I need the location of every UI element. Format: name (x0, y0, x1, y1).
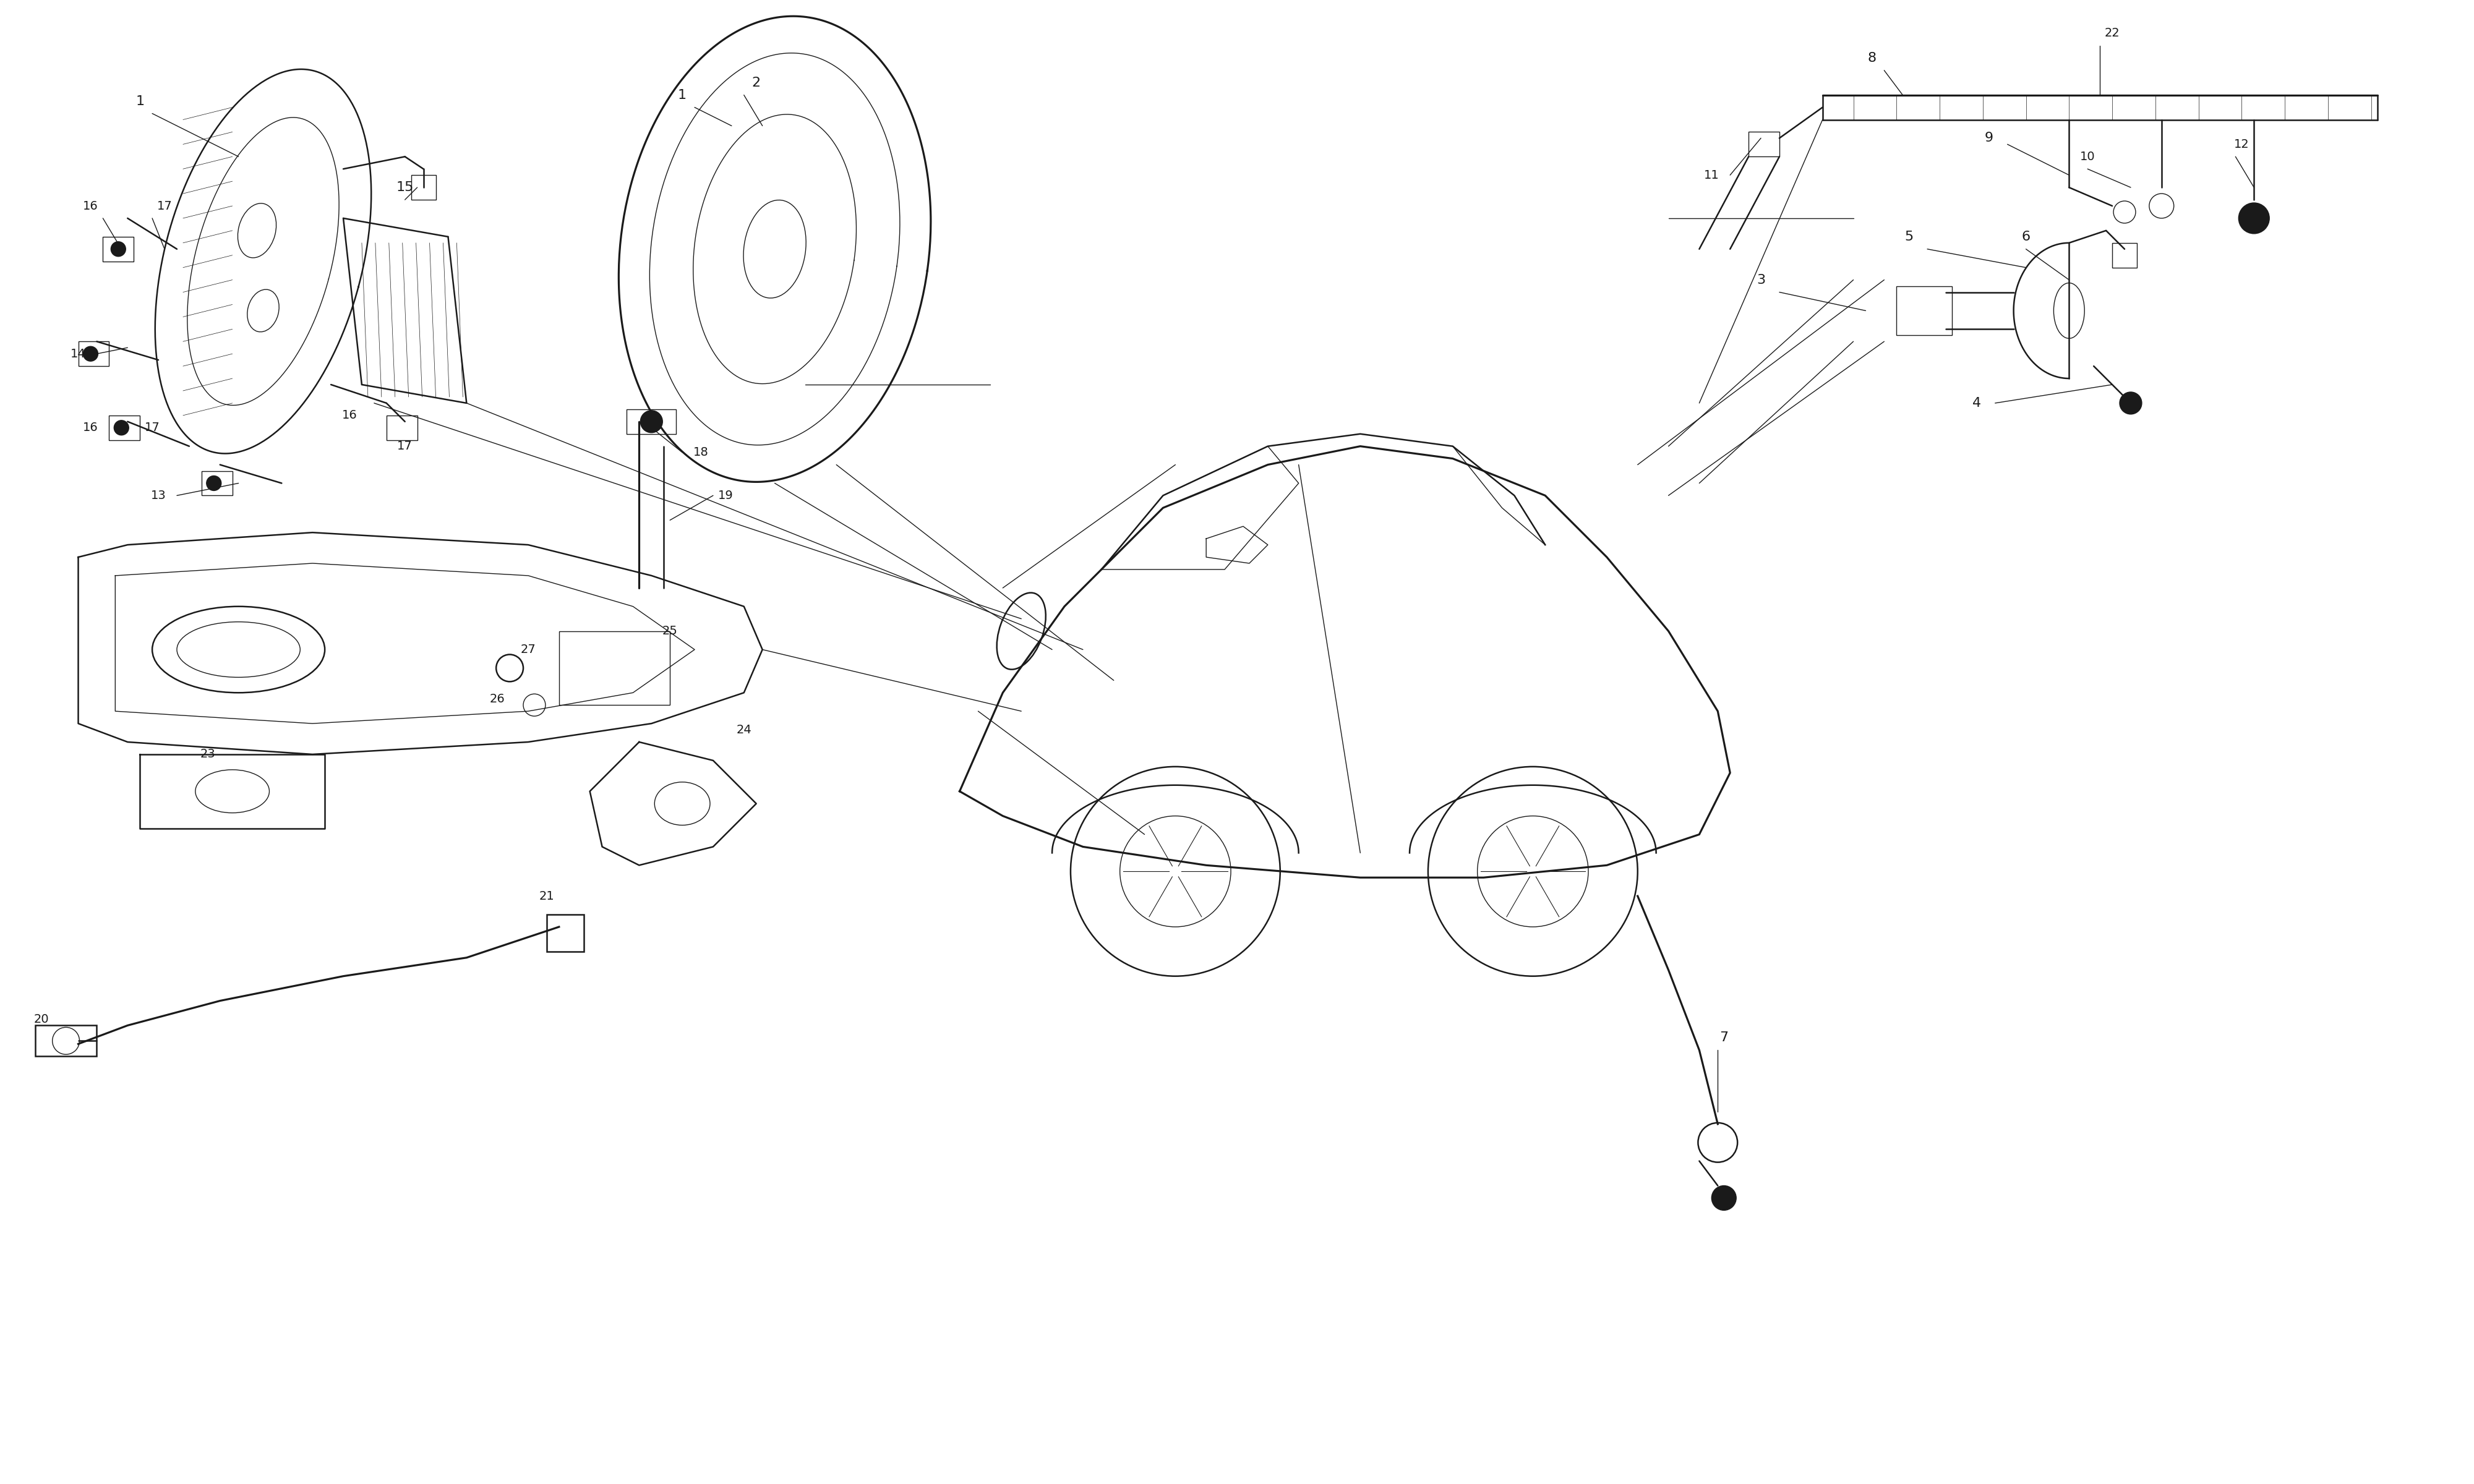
Bar (35, 1025, 96, 1057)
Text: 21: 21 (539, 890, 554, 902)
Bar (386, 416, 418, 441)
Text: 20: 20 (35, 1014, 49, 1025)
Text: 6: 6 (2021, 230, 2031, 243)
Circle shape (114, 420, 129, 435)
Text: 3: 3 (1757, 273, 1766, 286)
Text: 16: 16 (341, 410, 356, 421)
Text: 17: 17 (143, 421, 161, 433)
Bar (79, 341, 109, 367)
Circle shape (1712, 1186, 1737, 1211)
Circle shape (111, 242, 126, 257)
Text: 17: 17 (398, 441, 413, 453)
Text: 26: 26 (490, 693, 505, 705)
Bar (104, 237, 134, 261)
Text: 4: 4 (1972, 396, 1982, 410)
Text: 2: 2 (752, 77, 760, 89)
Bar (200, 470, 233, 496)
Circle shape (84, 346, 99, 361)
Circle shape (2239, 203, 2269, 233)
Bar (1749, 132, 1779, 157)
Circle shape (641, 411, 663, 433)
Text: 27: 27 (520, 644, 537, 656)
Text: 16: 16 (84, 200, 99, 212)
Text: 24: 24 (737, 724, 752, 736)
Text: 1: 1 (136, 95, 143, 107)
Text: 25: 25 (663, 625, 678, 637)
Bar (559, 631, 670, 705)
Bar (109, 416, 141, 441)
Circle shape (205, 476, 220, 491)
Text: 23: 23 (200, 748, 215, 760)
Text: 22: 22 (2105, 28, 2120, 39)
Bar (411, 175, 435, 200)
Text: 18: 18 (693, 447, 708, 459)
Text: 14: 14 (72, 347, 87, 359)
Circle shape (2120, 392, 2142, 414)
Text: 9: 9 (1984, 132, 1994, 144)
Text: 11: 11 (1705, 169, 1719, 181)
Text: 16: 16 (84, 421, 99, 433)
Text: 7: 7 (1719, 1031, 1729, 1043)
Text: 5: 5 (1905, 230, 1912, 243)
Text: 12: 12 (2234, 138, 2249, 150)
Text: 13: 13 (151, 490, 166, 502)
Text: 19: 19 (717, 490, 732, 502)
Bar (626, 410, 675, 433)
Text: 1: 1 (678, 89, 688, 101)
Text: 17: 17 (156, 200, 173, 212)
Bar (547, 914, 584, 951)
Text: 15: 15 (396, 181, 413, 193)
Bar (1898, 286, 1952, 335)
Bar (2113, 243, 2138, 267)
Text: 8: 8 (1868, 52, 1875, 64)
Text: 10: 10 (2081, 151, 2095, 162)
